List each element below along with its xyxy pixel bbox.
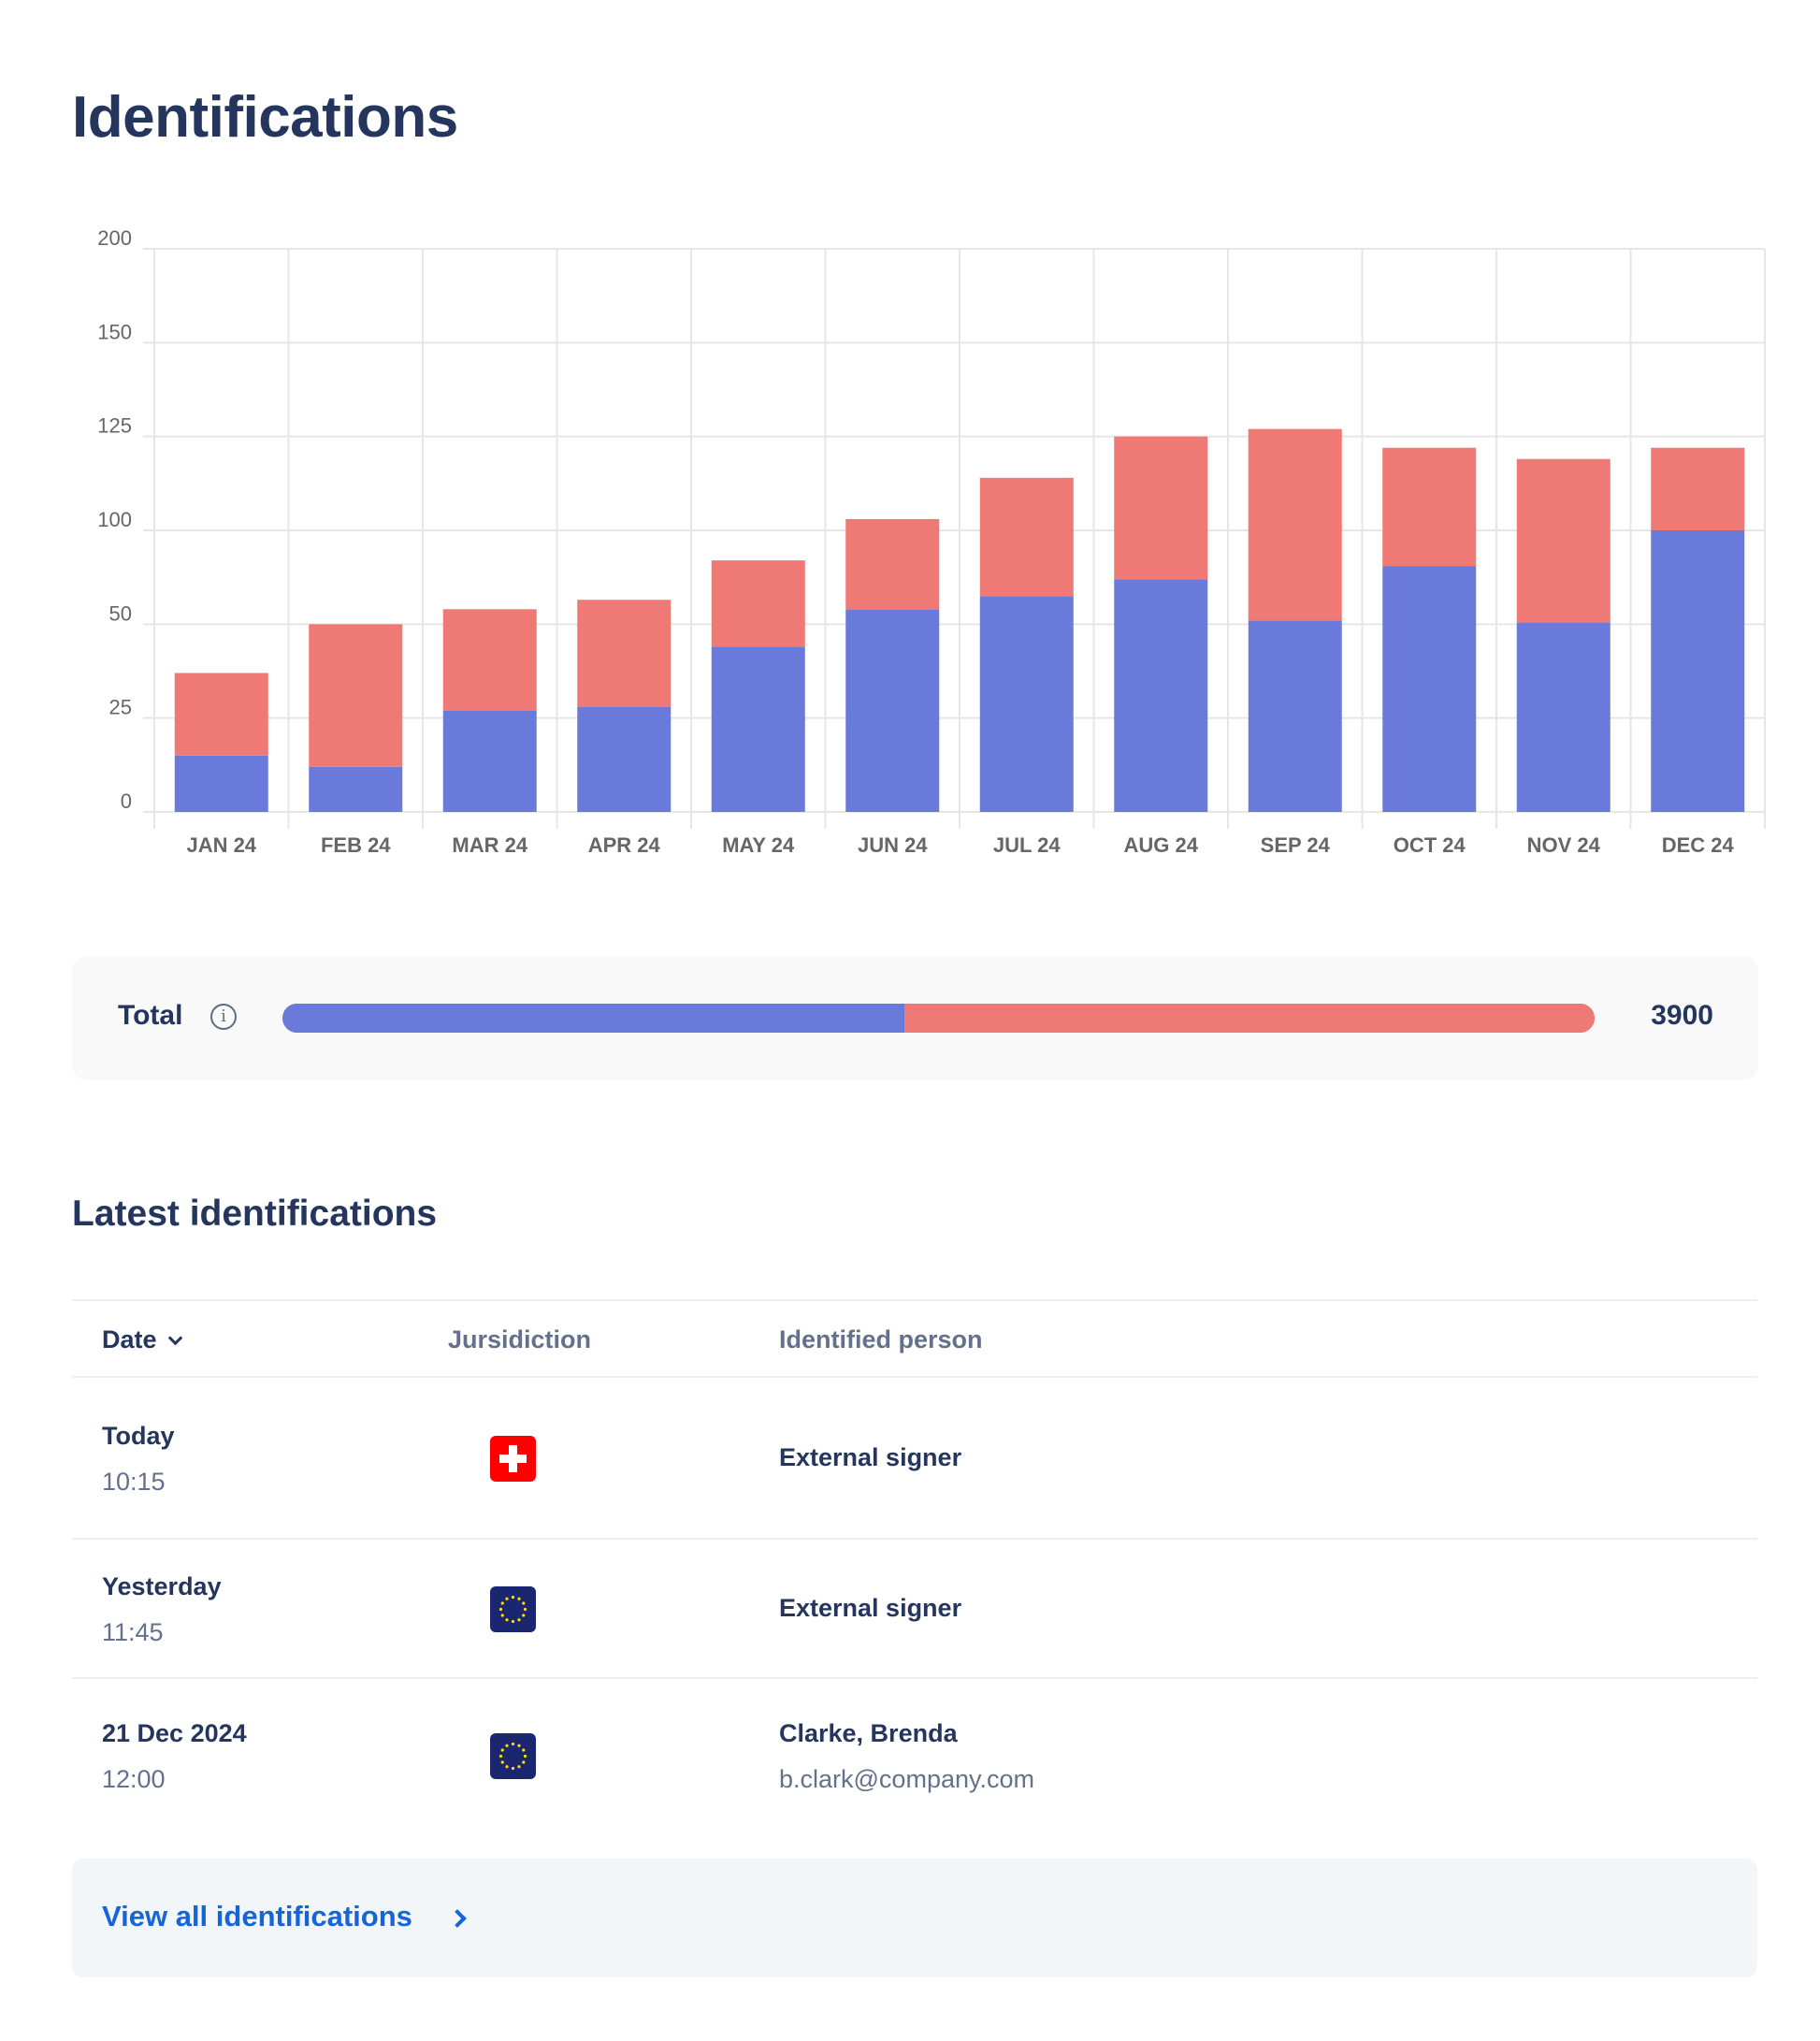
date-header-label: Date xyxy=(102,1325,157,1353)
bar-segment-jun-24-series-2 xyxy=(845,518,940,610)
x-tick-label: AUG 24 xyxy=(1124,833,1199,857)
bar-segment-sep-24-series-2 xyxy=(1248,428,1342,621)
chevron-down-icon xyxy=(167,1330,182,1346)
total-card: Total i 3900 xyxy=(72,956,1758,1080)
eu-flag-icon xyxy=(490,1733,536,1779)
y-tick-label: 0 xyxy=(121,789,132,813)
bar-segment-may-24-series-1 xyxy=(711,646,805,812)
y-tick-label: 200 xyxy=(97,226,132,250)
total-bar-segment-2 xyxy=(904,1004,1595,1033)
row-time: 12:00 xyxy=(102,1764,166,1793)
x-tick-label: JUL 24 xyxy=(993,833,1062,857)
y-tick-label: 100 xyxy=(97,508,132,531)
bar-segment-feb-24-series-2 xyxy=(309,624,403,767)
bar-segment-nov-24-series-2 xyxy=(1516,458,1611,623)
x-tick-label: FEB 24 xyxy=(321,833,391,857)
column-header-jurisdiction: Jursidiction xyxy=(448,1325,592,1353)
x-tick-label: NOV 24 xyxy=(1527,833,1601,857)
bar-segment-dec-24-series-1 xyxy=(1651,530,1745,812)
chevron-right-icon[interactable] xyxy=(448,1909,467,1928)
person-name: External signer xyxy=(779,1442,962,1471)
table-header: Date Jursidiction Identified person xyxy=(72,1299,1757,1378)
bar-segment-jun-24-series-1 xyxy=(845,609,940,812)
bar-segment-mar-24-series-1 xyxy=(442,710,537,812)
bar-segment-apr-24-series-2 xyxy=(577,600,672,707)
x-tick-label: MAR 24 xyxy=(452,833,527,857)
bar-segment-jan-24-series-2 xyxy=(174,673,268,756)
bar-segment-jan-24-series-1 xyxy=(174,755,268,812)
x-tick-label: OCT 24 xyxy=(1394,833,1466,857)
info-icon[interactable]: i xyxy=(210,1004,237,1030)
bar-segment-aug-24-series-2 xyxy=(1114,436,1208,580)
y-tick-label: 25 xyxy=(109,696,132,719)
table-row[interactable]: Today 10:15 External signer xyxy=(72,1378,1757,1540)
eu-flag-icon xyxy=(490,1586,536,1632)
bar-segment-aug-24-series-1 xyxy=(1114,579,1208,812)
row-date: 21 Dec 2024 xyxy=(102,1718,247,1747)
column-header-date[interactable]: Date xyxy=(102,1325,182,1354)
bar-segment-feb-24-series-1 xyxy=(309,766,403,812)
total-bar-segment-1 xyxy=(282,1004,905,1033)
view-all-footer: View all identifications xyxy=(72,1859,1757,1977)
row-date: Today xyxy=(102,1421,175,1450)
view-all-link[interactable]: View all identifications xyxy=(102,1900,412,1932)
person-name: Clarke, Brenda xyxy=(779,1718,958,1747)
x-tick-label: JAN 24 xyxy=(186,833,256,857)
bar-segment-jul-24-series-1 xyxy=(979,596,1074,812)
date-cell: 21 Dec 2024 12:00 xyxy=(102,1719,247,1794)
y-tick-label: 50 xyxy=(109,601,132,625)
bar-segment-oct-24-series-1 xyxy=(1382,566,1477,812)
column-header-person: Identified person xyxy=(779,1325,983,1353)
bar-segment-may-24-series-2 xyxy=(711,560,805,647)
person-name: External signer xyxy=(779,1593,962,1622)
identifications-chart: 0 25 50 100 125 150 200 JAN 24 FEB 24 MAR 24 APR 2… xyxy=(97,226,1766,857)
person-cell: External signer xyxy=(779,1594,961,1623)
x-tick-label: JUN 24 xyxy=(858,833,928,857)
person-cell: Clarke, Brenda b.clark@company.com xyxy=(779,1719,1034,1794)
switzerland-flag-icon xyxy=(490,1436,536,1482)
date-cell: Yesterday 11:45 xyxy=(102,1572,222,1647)
x-tick-label: APR 24 xyxy=(588,833,661,857)
row-date: Yesterday xyxy=(102,1571,222,1600)
person-cell: External signer xyxy=(779,1443,961,1472)
y-tick-label: 150 xyxy=(97,320,132,343)
table-row[interactable]: Yesterday 11:45 External signer xyxy=(72,1540,1757,1679)
total-label: Total xyxy=(118,1000,183,1031)
bar-segment-sep-24-series-1 xyxy=(1248,620,1342,812)
table-row[interactable]: 21 Dec 2024 12:00 Clarke, Brenda b.clark… xyxy=(72,1679,1757,1833)
person-email: b.clark@company.com xyxy=(779,1764,1034,1793)
bar-segment-dec-24-series-2 xyxy=(1651,447,1745,530)
date-cell: Today 10:15 xyxy=(102,1422,175,1497)
x-tick-label: MAY 24 xyxy=(722,833,795,857)
y-tick-label: 125 xyxy=(97,414,132,438)
identifications-table: Date Jursidiction Identified person Toda… xyxy=(72,1299,1757,1833)
row-time: 11:45 xyxy=(102,1617,164,1646)
row-time: 10:15 xyxy=(102,1467,166,1496)
bar-segment-apr-24-series-1 xyxy=(577,706,672,812)
x-tick-label: DEC 24 xyxy=(1662,833,1735,857)
bar-segment-nov-24-series-1 xyxy=(1516,622,1611,812)
total-value: 3900 xyxy=(1651,1000,1713,1031)
bar-segment-mar-24-series-2 xyxy=(442,609,537,711)
total-progress-bar xyxy=(282,1004,1595,1033)
bar-segment-oct-24-series-2 xyxy=(1382,447,1477,567)
bar-segment-jul-24-series-2 xyxy=(979,477,1074,597)
page-title: Identifications xyxy=(72,85,458,150)
section-title: Latest identifications xyxy=(72,1194,438,1234)
x-tick-label: SEP 24 xyxy=(1261,833,1331,857)
